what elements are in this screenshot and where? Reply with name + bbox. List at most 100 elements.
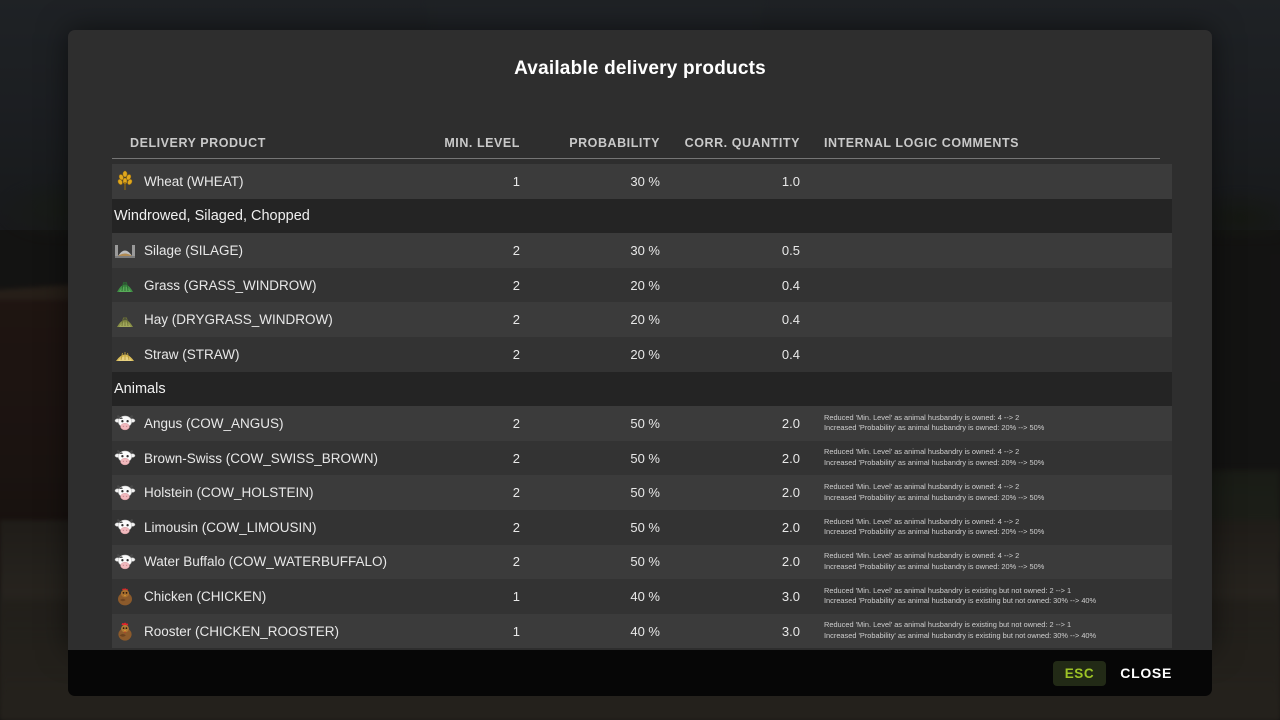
hay-icon — [114, 309, 136, 331]
rooster-icon — [114, 620, 136, 642]
comment-line: Increased 'Probability' as animal husban… — [824, 596, 1097, 606]
product-name-label: Chicken (CHICKEN) — [144, 588, 267, 604]
cell-delivery-product: Limousin (COW_LIMOUSIN) — [112, 516, 412, 538]
cell-min-level: 2 — [512, 415, 520, 431]
table-row[interactable]: Chicken (CHICKEN) 1 40 % 3.0 Reduced 'Min. L… — [112, 579, 1172, 614]
table-row[interactable]: Limousin (COW_LIMOUSIN) 2 50 % 2.0 Reduced '… — [112, 509, 1172, 545]
cell-delivery-product: Hay (DRYGRASS_WINDROW) — [112, 309, 412, 331]
table-row[interactable]: Grass (GRASS_WINDROW) 2 20 % 0.4 — [112, 267, 1172, 303]
cell-internal-logic-comments: Reduced 'Min. Level' as animal husbandry… — [800, 620, 1160, 641]
section-header-label: Windrowed, Silaged, Chopped — [114, 207, 310, 224]
cell-probability: 50 % — [630, 485, 660, 501]
table-row[interactable]: Wheat (WHEAT) 1 30 % 1.0 — [112, 164, 1172, 199]
cell-probability: 40 % — [630, 588, 660, 604]
comment-line: Reduced 'Min. Level' as animal husbandry… — [824, 620, 1072, 630]
product-name-label: Silage (SILAGE) — [144, 242, 244, 258]
product-name-label: Grass (GRASS_WINDROW) — [144, 277, 317, 293]
table-header-area: DELIVERY PRODUCT MIN. LEVEL PROBABILITY … — [112, 126, 1168, 159]
cow-icon — [114, 551, 136, 573]
table-row[interactable]: Water Buffalo (COW_WATERBUFFALO) 2 50 % 2.0… — [112, 544, 1172, 580]
chicken-icon — [114, 585, 136, 607]
column-header-corr-quantity: CORR. QUANTITY — [684, 136, 800, 150]
cell-probability: 20 % — [630, 312, 660, 328]
cell-delivery-product: Chicken (CHICKEN) — [112, 585, 412, 607]
cell-probability: 20 % — [630, 277, 660, 293]
comment-line: Reduced 'Min. Level' as animal husbandry… — [824, 585, 1072, 595]
table-row[interactable]: Rooster (CHICKEN_ROOSTER) 1 40 % 3.0 Reduced… — [112, 613, 1172, 649]
comment-line: Increased 'Probability' as animal husban… — [824, 458, 1045, 468]
delivery-products-list[interactable]: Wheat (WHEAT) 1 30 % 1.0 Windrowed, Silaged,… — [112, 164, 1172, 650]
cell-min-level: 2 — [512, 519, 520, 535]
cell-probability: 50 % — [630, 450, 660, 466]
table-row[interactable]: Hay (DRYGRASS_WINDROW) 2 20 % 0.4 — [112, 302, 1172, 337]
cell-delivery-product: Silage (SILAGE) — [112, 239, 412, 261]
section-header-label: Animals — [114, 380, 166, 397]
cell-corr-quantity: 1.0 — [781, 173, 800, 189]
cell-min-level: 2 — [512, 450, 520, 466]
product-name-label: Angus (COW_ANGUS) — [144, 415, 284, 431]
page-title: Available delivery products — [514, 58, 766, 79]
cow-icon — [114, 482, 136, 504]
header-separator — [112, 158, 1160, 159]
cell-delivery-product: Grass (GRASS_WINDROW) — [112, 274, 412, 296]
table-header-row: DELIVERY PRODUCT MIN. LEVEL PROBABILITY … — [112, 126, 1168, 150]
cell-internal-logic-comments: Reduced 'Min. Level' as animal husbandry… — [800, 517, 1160, 538]
cell-min-level: 1 — [512, 588, 520, 604]
cell-corr-quantity: 3.0 — [781, 623, 800, 639]
cell-internal-logic-comments: Reduced 'Min. Level' as animal husbandry… — [800, 482, 1160, 503]
comment-line: Increased 'Probability' as animal husban… — [824, 492, 1045, 502]
comment-line: Increased 'Probability' as animal husban… — [824, 631, 1097, 641]
cell-corr-quantity: 3.0 — [781, 588, 800, 604]
cell-corr-quantity: 0.4 — [781, 346, 800, 362]
cell-corr-quantity: 0.4 — [781, 312, 800, 328]
product-name-label: Wheat (WHEAT) — [144, 173, 244, 189]
table-row[interactable]: Brown-Swiss (COW_SWISS_BROWN) 2 50 % 2.0 Red… — [112, 440, 1172, 476]
column-header-min-level: MIN. LEVEL — [444, 136, 520, 150]
comment-line: Reduced 'Min. Level' as animal husbandry… — [824, 482, 1020, 492]
cell-corr-quantity: 2.0 — [781, 450, 800, 466]
product-name-label: Hay (DRYGRASS_WINDROW) — [144, 312, 333, 328]
close-button[interactable]: CLOSE — [1120, 665, 1172, 681]
cell-probability: 30 % — [630, 242, 660, 258]
cell-delivery-product: Rooster (CHICKEN_ROOSTER) — [112, 620, 412, 642]
cell-corr-quantity: 2.0 — [781, 415, 800, 431]
available-delivery-products-dialog: Available delivery products DELIVERY PRO… — [68, 30, 1212, 650]
cell-internal-logic-comments: Reduced 'Min. Level' as animal husbandry… — [800, 551, 1160, 572]
cell-internal-logic-comments: Reduced 'Min. Level' as animal husbandry… — [800, 413, 1160, 434]
cell-min-level: 2 — [512, 312, 520, 328]
comment-line: Reduced 'Min. Level' as animal husbandry… — [824, 447, 1020, 457]
silage-icon — [114, 239, 136, 261]
product-name-label: Limousin (COW_LIMOUSIN) — [144, 519, 317, 535]
product-name-label: Brown-Swiss (COW_SWISS_BROWN) — [144, 450, 379, 466]
cell-probability: 40 % — [630, 623, 660, 639]
table-row[interactable]: Straw (STRAW) 2 20 % 0.4 — [112, 336, 1172, 372]
cell-corr-quantity: 2.0 — [781, 485, 800, 501]
cell-probability: 20 % — [630, 346, 660, 362]
section-header: Windrowed, Silaged, Chopped — [112, 198, 1172, 234]
table-row[interactable]: Holstein (COW_HOLSTEIN) 2 50 % 2.0 Reduced '… — [112, 475, 1172, 510]
table-row[interactable]: Angus (COW_ANGUS) 2 50 % 2.0 Reduced 'Min. L… — [112, 406, 1172, 441]
straw-icon — [114, 343, 136, 365]
product-name-label: Water Buffalo (COW_WATERBUFFALO) — [144, 554, 388, 570]
cell-internal-logic-comments: Reduced 'Min. Level' as animal husbandry… — [800, 586, 1160, 607]
cell-corr-quantity: 2.0 — [781, 519, 800, 535]
cell-corr-quantity: 0.4 — [781, 277, 800, 293]
section-header: Animals — [112, 371, 1172, 407]
cell-delivery-product: Straw (STRAW) — [112, 343, 412, 365]
comment-line: Increased 'Probability' as animal husban… — [824, 527, 1045, 537]
cow-icon — [114, 412, 136, 434]
table-row[interactable]: Silage (SILAGE) 2 30 % 0.5 — [112, 233, 1172, 268]
cell-probability: 50 % — [630, 415, 660, 431]
cell-min-level: 2 — [512, 242, 520, 258]
column-header-delivery-product: DELIVERY PRODUCT — [130, 136, 266, 150]
cell-probability: 50 % — [630, 519, 660, 535]
cell-delivery-product: Wheat (WHEAT) — [112, 170, 412, 192]
wheat-icon — [114, 170, 136, 192]
grass-icon — [114, 274, 136, 296]
esc-key-badge[interactable]: ESC — [1052, 660, 1107, 686]
cell-delivery-product: Holstein (COW_HOLSTEIN) — [112, 482, 412, 504]
cell-internal-logic-comments: Reduced 'Min. Level' as animal husbandry… — [800, 447, 1160, 468]
cell-probability: 50 % — [630, 554, 660, 570]
cell-delivery-product: Brown-Swiss (COW_SWISS_BROWN) — [112, 447, 412, 469]
comment-line: Reduced 'Min. Level' as animal husbandry… — [824, 516, 1020, 526]
